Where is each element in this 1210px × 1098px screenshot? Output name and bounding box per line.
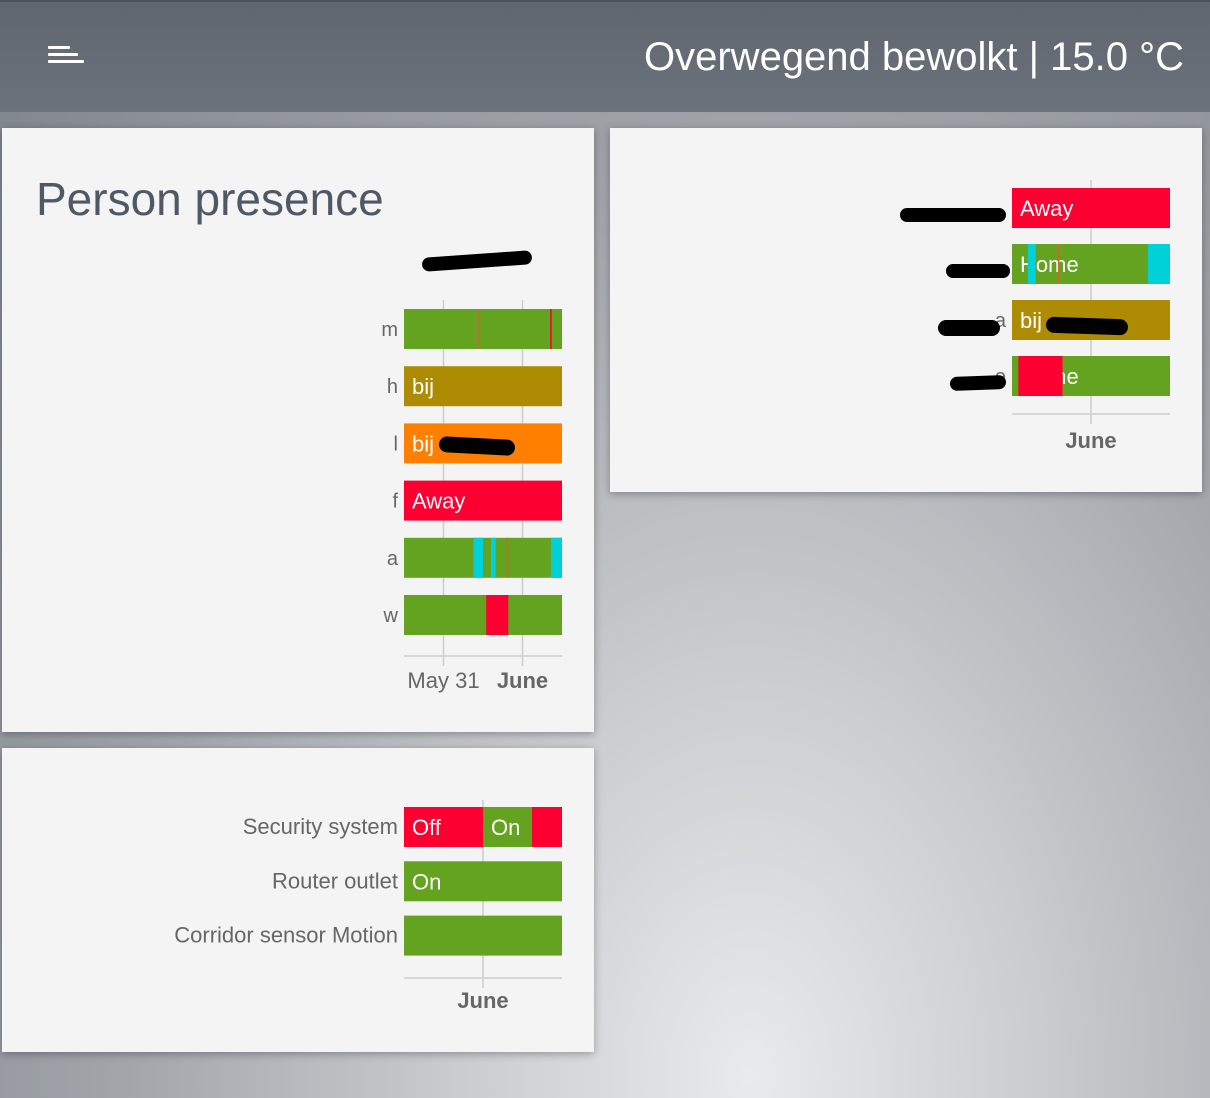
redaction-mark xyxy=(439,436,515,456)
segment-label: bij xyxy=(412,431,434,456)
redaction-mark xyxy=(946,264,1010,278)
timeline-segment[interactable] xyxy=(404,480,562,521)
timeline-segment[interactable] xyxy=(404,309,562,349)
timeline-segment[interactable] xyxy=(478,309,480,349)
x-tick-label: June xyxy=(497,668,548,693)
timeline-segment[interactable] xyxy=(404,915,562,956)
timeline-segment[interactable] xyxy=(550,537,562,578)
x-tick-label: June xyxy=(1065,428,1116,453)
timeline-segment[interactable] xyxy=(404,595,562,635)
row-label: m xyxy=(381,319,398,341)
row-label: w xyxy=(383,605,399,627)
redaction-mark xyxy=(938,320,1000,336)
presence-timeline-chart-2: JuneAwayHomeabijeHome xyxy=(900,180,1170,453)
segment-label: On xyxy=(491,815,520,840)
timeline-segment[interactable] xyxy=(1012,244,1170,284)
timeline-segment[interactable] xyxy=(550,309,552,349)
timeline-segment[interactable] xyxy=(473,537,483,578)
timeline-segment[interactable] xyxy=(1057,244,1060,284)
hamburger-menu-icon[interactable] xyxy=(48,46,84,70)
card-title: Person presence xyxy=(36,173,384,225)
timeline-segment[interactable] xyxy=(531,807,562,847)
row-label: Corridor sensor Motion xyxy=(174,923,398,948)
redaction-mark xyxy=(422,250,532,272)
segment-label: Off xyxy=(412,815,442,840)
row-label: l xyxy=(394,433,398,455)
row-label: a xyxy=(387,548,399,570)
devices-timeline-chart: June Security system Off On Router outlet On C… xyxy=(174,800,562,1013)
devices-card: June Security system Off On Router outlet On C… xyxy=(2,748,594,1052)
person-presence-card: Person presence May 31 June m h bij l bij f Away… xyxy=(2,128,594,732)
timeline-segment[interactable] xyxy=(483,807,532,847)
row-label: f xyxy=(392,491,398,513)
redaction-mark xyxy=(1046,316,1128,336)
weather-title: Overwegend bewolkt | 15.0 °C xyxy=(644,35,1184,79)
segment-label: bij xyxy=(412,374,434,399)
segment-label: Away xyxy=(1020,196,1073,221)
timeline-segment[interactable] xyxy=(486,595,509,635)
row-label: Router outlet xyxy=(272,868,398,893)
redaction-mark xyxy=(900,208,1006,222)
x-tick-label: June xyxy=(457,988,508,1013)
segment-label: bij xyxy=(1020,308,1042,333)
segment-label: On xyxy=(412,869,441,894)
x-tick-label: May 31 xyxy=(407,668,479,693)
timeline-segment[interactable] xyxy=(1018,356,1063,396)
row-label: h xyxy=(387,376,398,398)
timeline-segment[interactable] xyxy=(1027,244,1036,284)
presence-card-2: JuneAwayHomeabijeHome xyxy=(610,128,1202,492)
redaction-mark xyxy=(950,375,1006,391)
timeline-segment[interactable] xyxy=(404,807,483,847)
row-label: Security system xyxy=(243,814,398,839)
timeline-segment[interactable] xyxy=(506,537,509,578)
segment-label: Away xyxy=(412,489,465,514)
timeline-segment[interactable] xyxy=(490,537,496,578)
top-bar: Overwegend bewolkt | 15.0 °C xyxy=(0,0,1210,112)
timeline-segment[interactable] xyxy=(404,861,562,902)
timeline-segment[interactable] xyxy=(404,366,562,407)
timeline-segment[interactable] xyxy=(1012,188,1170,228)
timeline-segment[interactable] xyxy=(1147,244,1170,284)
